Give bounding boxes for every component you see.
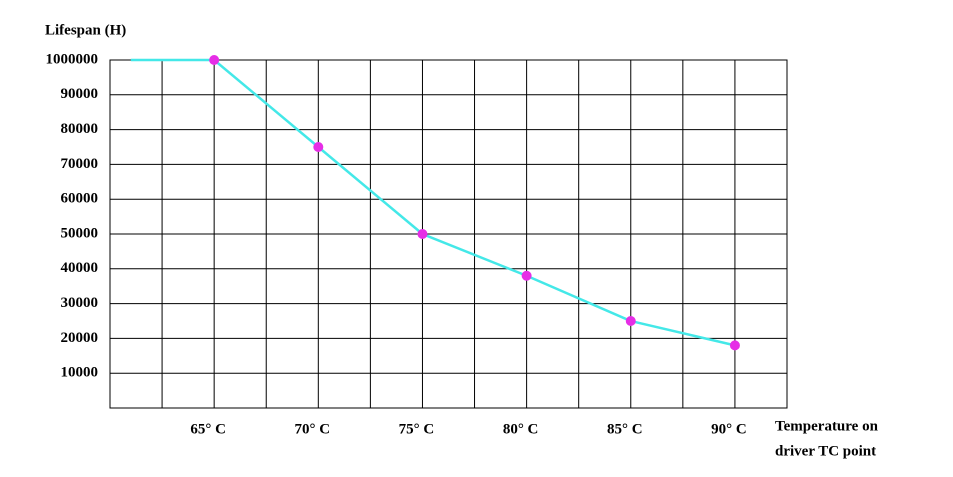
data-point — [625, 316, 636, 326]
x-tick-label: 70° C — [295, 421, 331, 437]
y-axis-label: Lifespan (H) — [45, 22, 126, 38]
y-tick-label: 50000 — [61, 225, 99, 241]
x-axis-label: driver TC point — [775, 443, 876, 459]
x-tick-label: 75° C — [399, 421, 435, 437]
x-tick-label: 80° C — [503, 421, 539, 437]
data-point — [313, 142, 324, 152]
x-tick-label: 85° C — [607, 421, 643, 437]
y-tick-label: 70000 — [61, 156, 99, 172]
data-point — [209, 55, 220, 65]
y-tick-label: 1000000 — [46, 51, 99, 67]
data-point — [729, 340, 740, 351]
x-tick-label: 65° C — [190, 421, 226, 437]
data-point — [521, 270, 532, 281]
x-tick-label: 90° C — [711, 421, 747, 437]
y-tick-label: 30000 — [61, 295, 99, 311]
y-tick-label: 60000 — [61, 191, 99, 207]
y-tick-label: 10000 — [61, 365, 99, 381]
y-tick-label: 90000 — [61, 86, 99, 102]
data-line — [130, 58, 736, 347]
x-axis-label: Temperature on — [775, 418, 879, 434]
y-tick-label: 40000 — [61, 260, 99, 276]
data-point — [417, 229, 428, 239]
y-tick-label: 80000 — [61, 121, 99, 137]
y-tick-label: 20000 — [61, 330, 99, 346]
